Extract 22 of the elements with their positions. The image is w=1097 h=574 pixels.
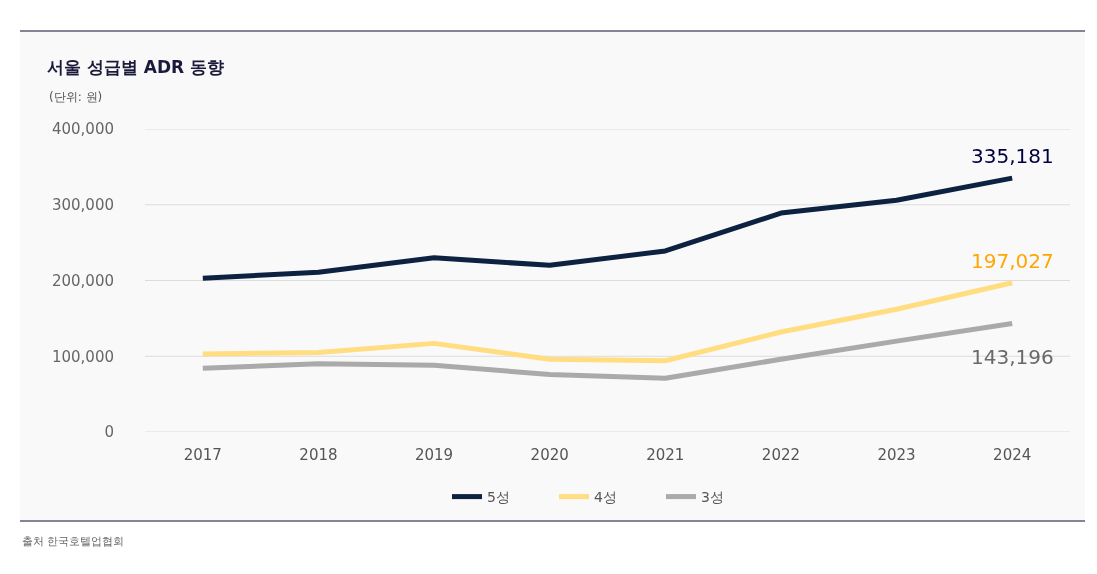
x-tick-label: 2024 — [993, 446, 1032, 464]
source-note: 출처 한국호텔업협회 — [22, 535, 125, 548]
x-tick-label: 2017 — [183, 446, 222, 464]
x-tick-label: 2022 — [761, 446, 801, 464]
y-tick-label: 200,000 — [51, 271, 114, 290]
y-tick-label: 300,000 — [51, 196, 114, 214]
legend-label: 3성 — [701, 489, 724, 506]
x-tick-label: 2023 — [877, 446, 916, 464]
x-tick-label: 2021 — [646, 446, 685, 464]
x-tick-label: 2019 — [414, 446, 454, 464]
x-tick-label: 2020 — [530, 446, 569, 464]
legend-label: 4성 — [594, 489, 617, 506]
chart-title: 서울 성급별 ADR 동향 — [47, 56, 225, 77]
y-tick-label: 400,000 — [51, 120, 114, 139]
y-tick-label: 100,000 — [51, 347, 114, 366]
data-label: 197,027 — [971, 249, 1054, 273]
legend-label: 5성 — [487, 489, 510, 506]
chart-subtitle: (단위: 원) — [49, 90, 103, 104]
x-tick-label: 2018 — [299, 446, 338, 464]
data-label: 143,196 — [971, 345, 1054, 369]
data-label: 335,181 — [971, 144, 1054, 168]
y-tick-label: 0 — [104, 423, 114, 442]
